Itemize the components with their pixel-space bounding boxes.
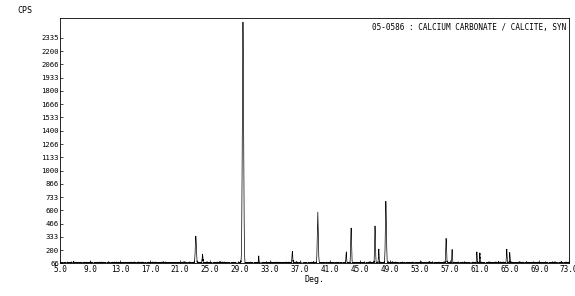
Text: 05-0586 : CALCIUM CARBONATE / CALCITE, SYN: 05-0586 : CALCIUM CARBONATE / CALCITE, S… (373, 23, 567, 32)
X-axis label: Deg.: Deg. (305, 275, 325, 284)
Text: CPS: CPS (17, 6, 32, 15)
